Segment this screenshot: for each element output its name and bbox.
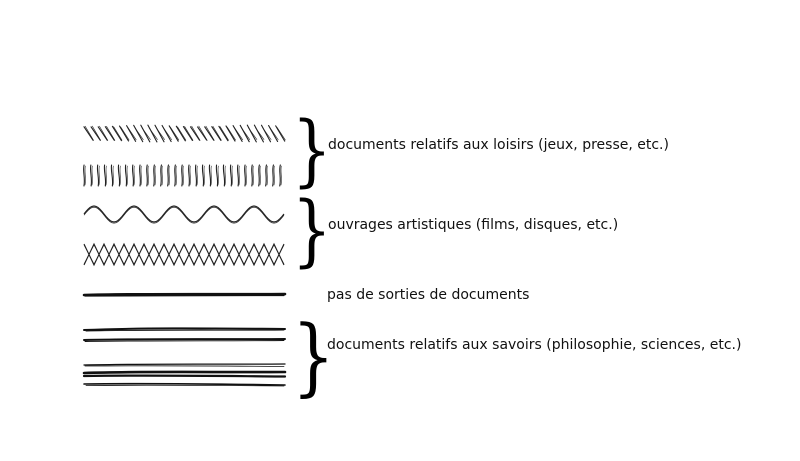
brace-artistiques: }	[292, 186, 332, 276]
vertical-ticks-icon	[83, 164, 282, 187]
multi-line-icon	[82, 363, 287, 387]
slanted-hatch-icon	[83, 124, 286, 143]
double-line-icon	[83, 327, 286, 342]
legend-label-savoirs: documents relatifs aux savoirs (philosop…	[327, 337, 742, 353]
legend-label-loisirs: documents relatifs aux loisirs (jeux, pr…	[328, 137, 669, 153]
legend-label-artistiques: ouvrages artistiques (films, disques, et…	[328, 217, 619, 233]
wave-icon	[83, 205, 285, 224]
zigzag-lattice-icon	[83, 242, 285, 267]
legend-label-pas-de-sorties: pas de sorties de documents	[327, 287, 530, 303]
brace-loisirs: }	[292, 106, 332, 196]
single-line-icon	[82, 292, 287, 297]
brace-savoirs: }	[292, 307, 335, 405]
